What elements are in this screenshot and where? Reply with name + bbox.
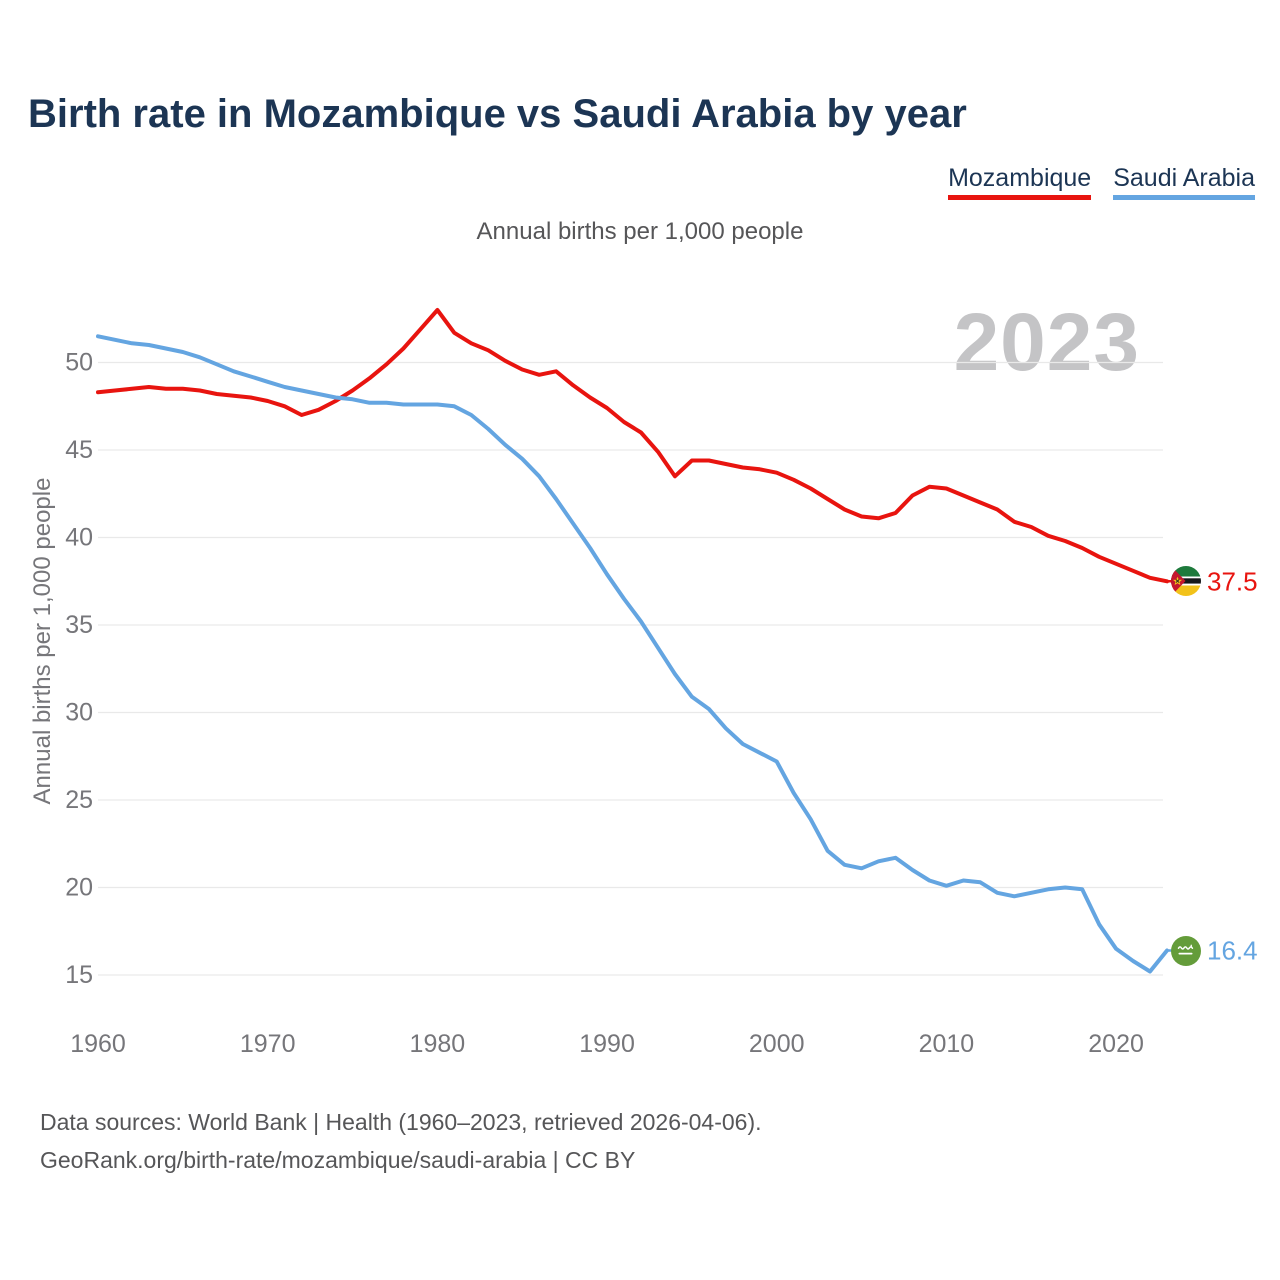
y-tick-label-35: 35	[65, 611, 93, 639]
x-tick-label-1980: 1980	[410, 1030, 466, 1058]
footer-attribution-link: GeoRank.org/birth-rate/mozambique/saudi-…	[40, 1147, 636, 1173]
legend-item-saudi-arabia[interactable]: Saudi Arabia	[1113, 164, 1255, 200]
y-tick-label-30: 30	[65, 699, 93, 727]
y-tick-label-45: 45	[65, 436, 93, 464]
x-tick-label-1960: 1960	[70, 1030, 126, 1058]
x-tick-label-2010: 2010	[919, 1030, 975, 1058]
legend-swatch-saudi-arabia	[1113, 195, 1255, 200]
end-value-label-saudi-arabia: 16.4	[1207, 936, 1258, 966]
y-tick-label-15: 15	[65, 961, 93, 989]
end-value-label-mozambique: 37.5	[1207, 566, 1258, 596]
legend-swatch-mozambique	[948, 195, 1092, 200]
page-title: Birth rate in Mozambique vs Saudi Arabia…	[28, 92, 967, 136]
x-tick-label-2000: 2000	[749, 1030, 805, 1058]
y-tick-label-40: 40	[65, 524, 93, 552]
saudi-arabia-flag-icon	[1171, 935, 1201, 966]
x-tick-label-2020: 2020	[1088, 1030, 1144, 1058]
series-line-saudi-arabia[interactable]	[96, 334, 1169, 974]
y-tick-label-50: 50	[65, 349, 93, 377]
legend-label-mozambique: Mozambique	[948, 164, 1092, 192]
series-line-mozambique[interactable]	[96, 308, 1169, 584]
legend-item-mozambique[interactable]: Mozambique	[948, 164, 1092, 200]
legend-label-saudi-arabia: Saudi Arabia	[1113, 164, 1255, 192]
x-tick-label-1990: 1990	[579, 1030, 635, 1058]
watermark-year: 2023	[953, 297, 1140, 388]
y-tick-label-20: 20	[65, 874, 93, 902]
y-tick-label-25: 25	[65, 786, 93, 814]
chart-subtitle: Annual births per 1,000 people	[476, 218, 804, 245]
x-tick-label-1970: 1970	[240, 1030, 296, 1058]
footer-data-sources: Data sources: World Bank | Health (1960–…	[40, 1109, 762, 1135]
mozambique-flag-icon	[1171, 566, 1201, 597]
legend: Mozambique Saudi Arabia	[948, 164, 1255, 200]
